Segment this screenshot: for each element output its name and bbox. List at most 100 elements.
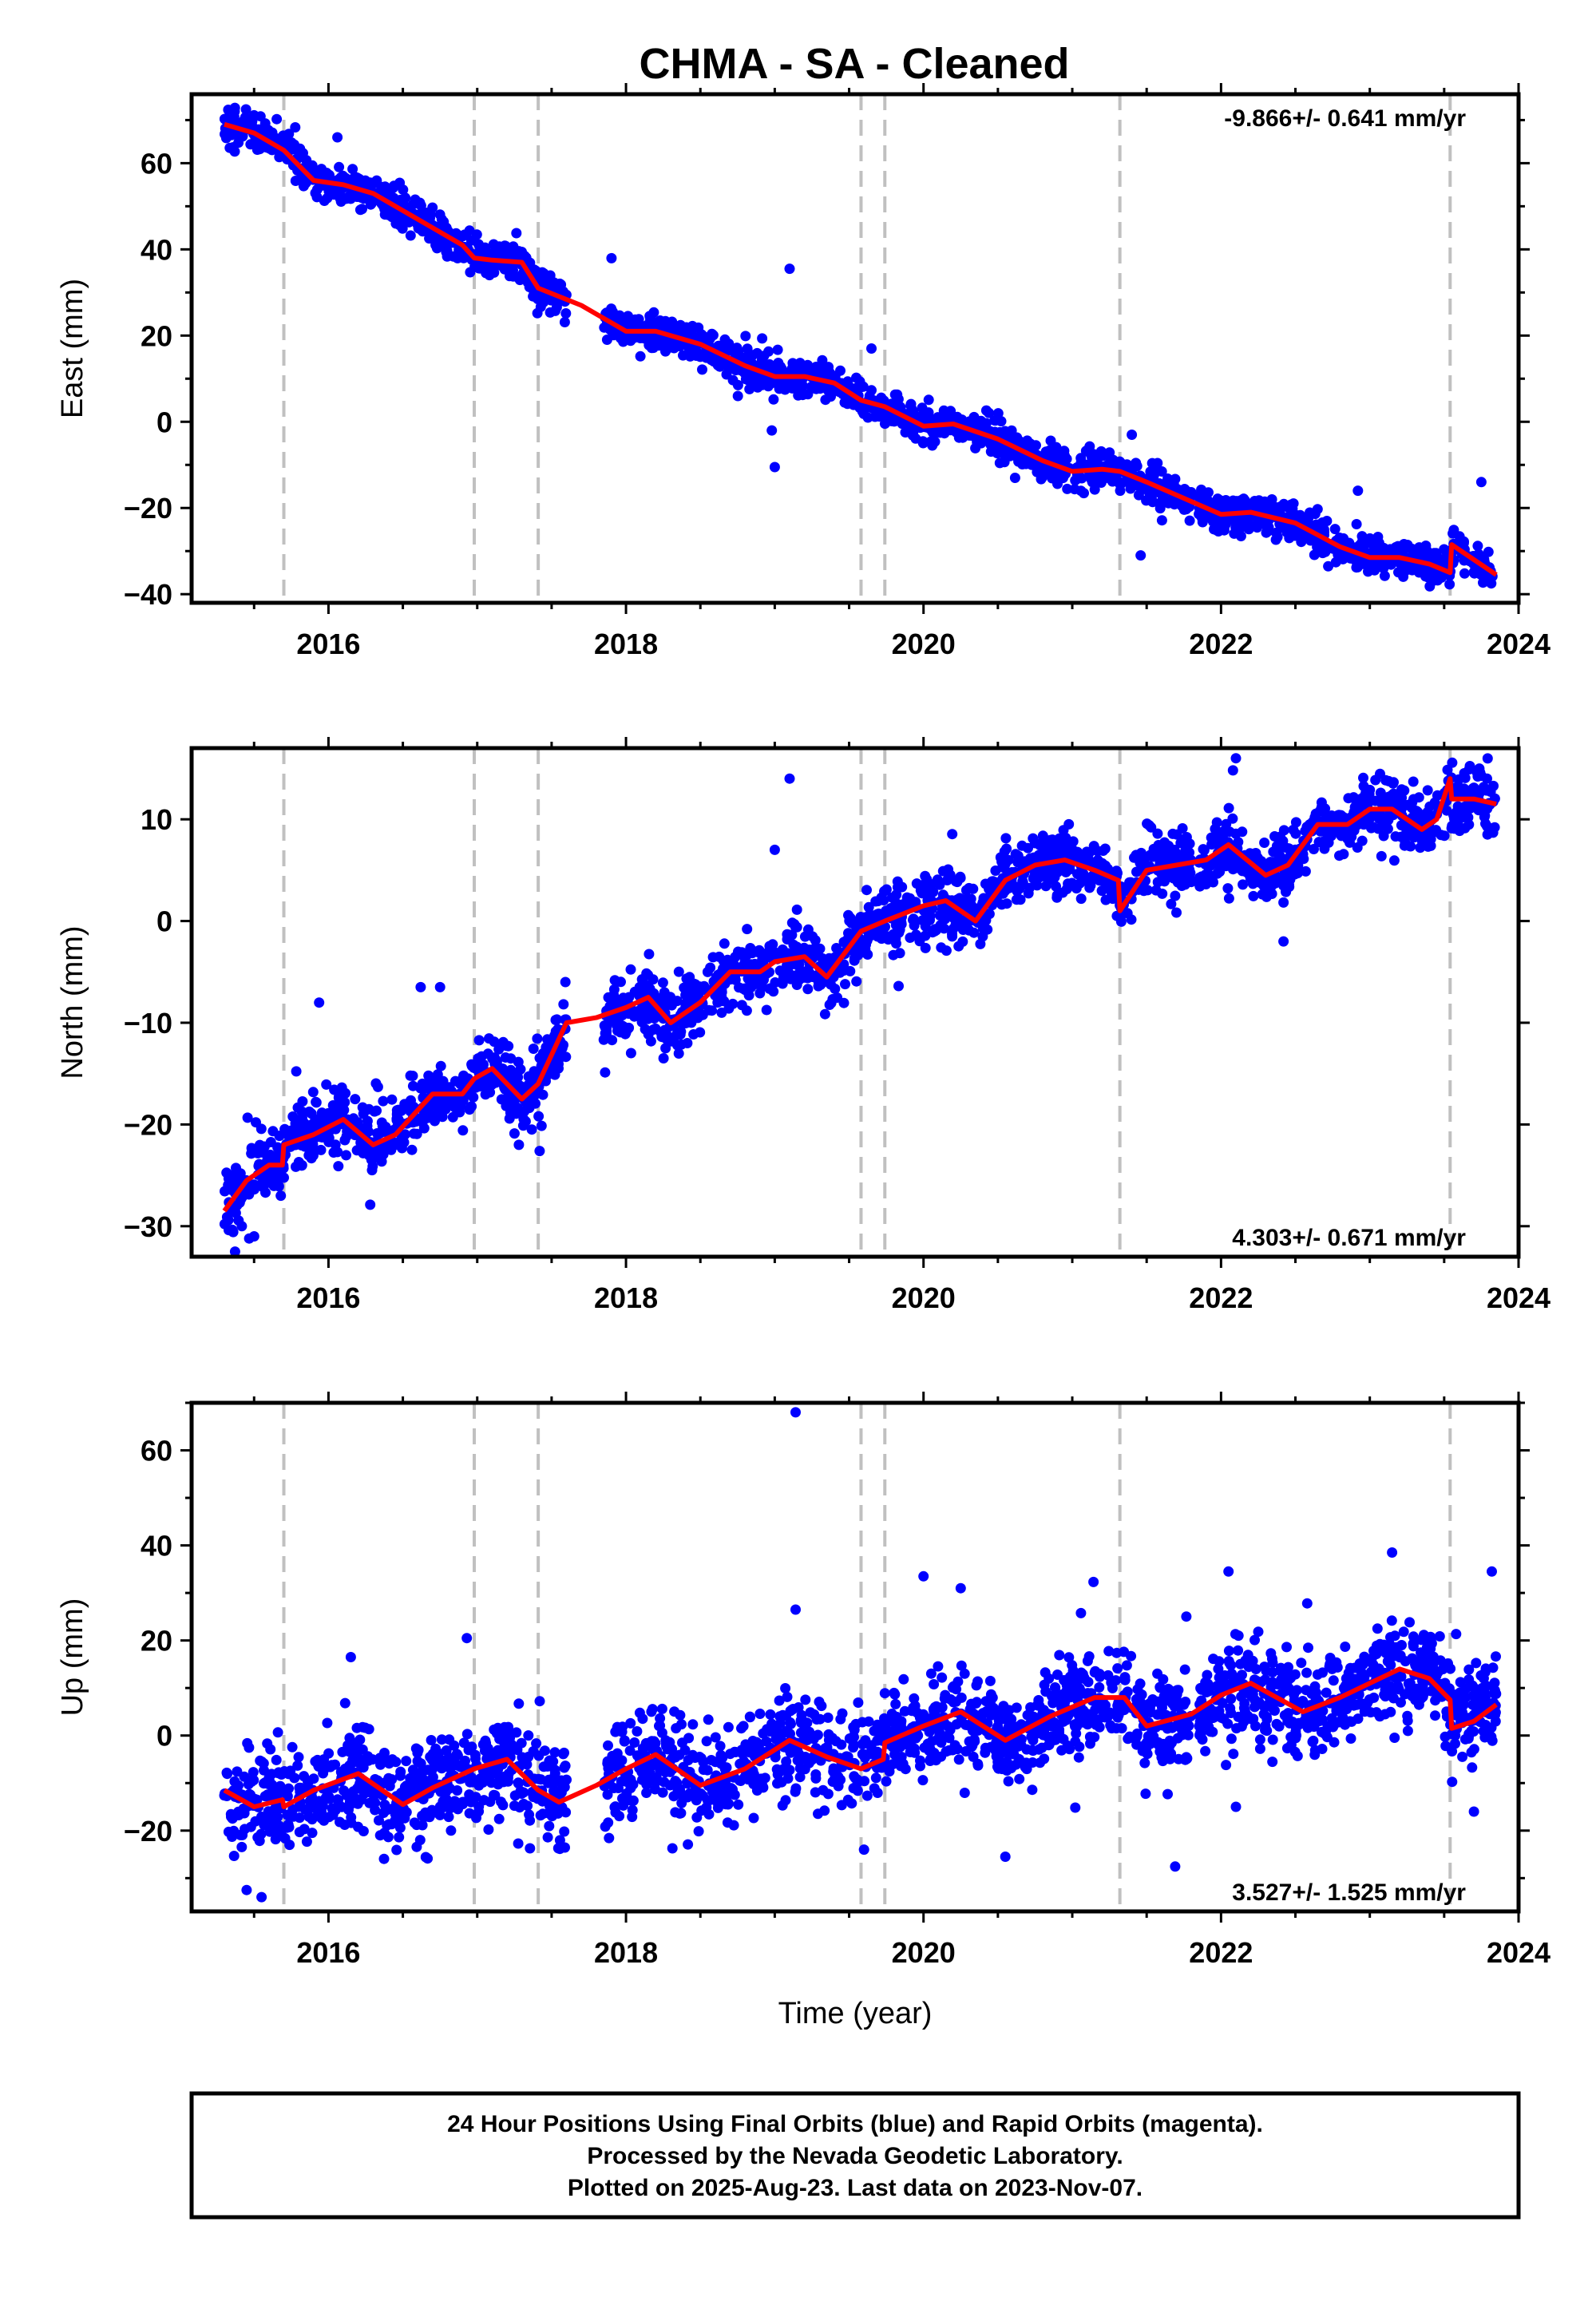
north-data-point xyxy=(1293,862,1303,873)
north-data-point xyxy=(1358,772,1368,783)
east-data-point xyxy=(1009,473,1020,483)
up-data-point xyxy=(1402,1725,1413,1737)
north-data-point xyxy=(1366,822,1376,834)
north-data-point xyxy=(909,920,920,931)
up-data-point xyxy=(1027,1784,1038,1796)
east-data-point xyxy=(900,427,911,438)
east-data-point xyxy=(394,220,406,231)
north-y-tick-label: 0 xyxy=(156,905,172,938)
north-outlier-point xyxy=(1278,936,1289,947)
north-data-point xyxy=(560,976,571,988)
east-y-tick-label: 20 xyxy=(141,319,172,352)
east-data-point xyxy=(1156,515,1167,526)
north-data-point xyxy=(275,1172,287,1183)
east-data-point xyxy=(972,437,983,448)
north-data-point xyxy=(888,949,899,960)
north-data-point xyxy=(323,1132,335,1143)
east-data-point xyxy=(1364,533,1376,544)
east-data-point xyxy=(660,346,671,357)
east-data-point xyxy=(1351,519,1362,529)
east-data-point xyxy=(757,333,768,344)
north-data-point xyxy=(1474,763,1485,774)
east-data-point xyxy=(560,308,572,319)
north-data-point xyxy=(679,982,690,993)
east-data-point xyxy=(427,232,438,242)
north-data-point xyxy=(925,910,936,921)
north-data-point xyxy=(418,1123,430,1134)
east-y-tick-label: −40 xyxy=(124,578,172,611)
north-data-point xyxy=(1261,860,1271,871)
north-data-point xyxy=(255,1123,267,1135)
north-data-point xyxy=(1457,809,1468,819)
north-data-point xyxy=(607,1035,618,1046)
east-data-point xyxy=(1146,469,1157,481)
north-data-point xyxy=(1408,794,1419,805)
north-data-point xyxy=(339,1135,350,1146)
north-data-point xyxy=(409,1128,419,1139)
north-data-point xyxy=(1476,804,1487,815)
north-data-point xyxy=(341,1150,351,1161)
north-data-point xyxy=(1135,847,1147,858)
east-data-point xyxy=(628,332,640,343)
north-y-tick-label: −10 xyxy=(124,1007,172,1040)
east-data-point xyxy=(438,216,449,228)
north-data-point xyxy=(915,885,926,896)
north-data-point xyxy=(1206,832,1217,843)
north-data-point xyxy=(1131,866,1142,877)
north-data-point xyxy=(1152,828,1163,839)
north-data-point xyxy=(1323,837,1334,848)
north-data-point xyxy=(954,893,965,904)
north-data-point xyxy=(485,1074,496,1085)
north-data-point xyxy=(739,951,750,962)
north-data-point xyxy=(316,1113,327,1124)
north-data-point xyxy=(702,966,713,977)
east-data-point xyxy=(425,209,436,220)
north-data-point xyxy=(1034,872,1045,883)
north-data-point xyxy=(743,983,754,994)
north-data-point xyxy=(1288,824,1299,835)
north-data-point xyxy=(742,924,753,935)
north-data-point xyxy=(433,1077,444,1088)
east-data-point xyxy=(1378,542,1389,553)
north-data-point xyxy=(1126,914,1137,925)
east-data-point xyxy=(229,106,240,117)
north-data-point xyxy=(1311,810,1322,820)
east-data-point xyxy=(1274,501,1285,513)
north-data-point xyxy=(965,893,976,905)
north-data-point xyxy=(600,1067,611,1078)
north-data-point xyxy=(775,949,786,960)
north-data-point xyxy=(657,977,668,988)
north-data-point xyxy=(469,1062,479,1073)
north-data-point xyxy=(609,975,620,986)
east-data-point xyxy=(740,331,751,342)
east-outlier-point xyxy=(769,461,780,473)
up-data-point xyxy=(879,1688,890,1699)
east-data-point xyxy=(879,418,890,430)
north-data-point xyxy=(1063,818,1075,830)
up-data-point xyxy=(1430,1710,1440,1721)
east-x-tick-label: 2020 xyxy=(892,628,956,660)
north-data-point xyxy=(1073,850,1084,861)
east-data-point xyxy=(1012,452,1023,463)
east-x-tick-label: 2018 xyxy=(594,628,658,660)
north-data-point xyxy=(980,878,991,889)
north-data-point xyxy=(1150,850,1162,861)
north-data-point xyxy=(1259,838,1270,848)
north-data-point xyxy=(509,1128,520,1139)
north-data-point xyxy=(532,1033,543,1044)
north-data-point xyxy=(230,1207,241,1218)
up-data-point xyxy=(1228,1749,1239,1760)
north-data-point xyxy=(1001,898,1012,909)
north-x-tick-label: 2018 xyxy=(594,1281,658,1314)
north-data-point xyxy=(407,1071,418,1081)
east-data-point xyxy=(1040,465,1051,477)
north-data-point xyxy=(1223,802,1234,814)
up-data-point xyxy=(1179,1664,1190,1675)
north-data-point xyxy=(297,1096,308,1107)
north-data-point xyxy=(681,1017,692,1028)
north-data-point xyxy=(941,875,952,885)
north-data-point xyxy=(957,936,968,947)
north-data-point xyxy=(246,1148,257,1159)
north-data-point xyxy=(524,1071,535,1082)
